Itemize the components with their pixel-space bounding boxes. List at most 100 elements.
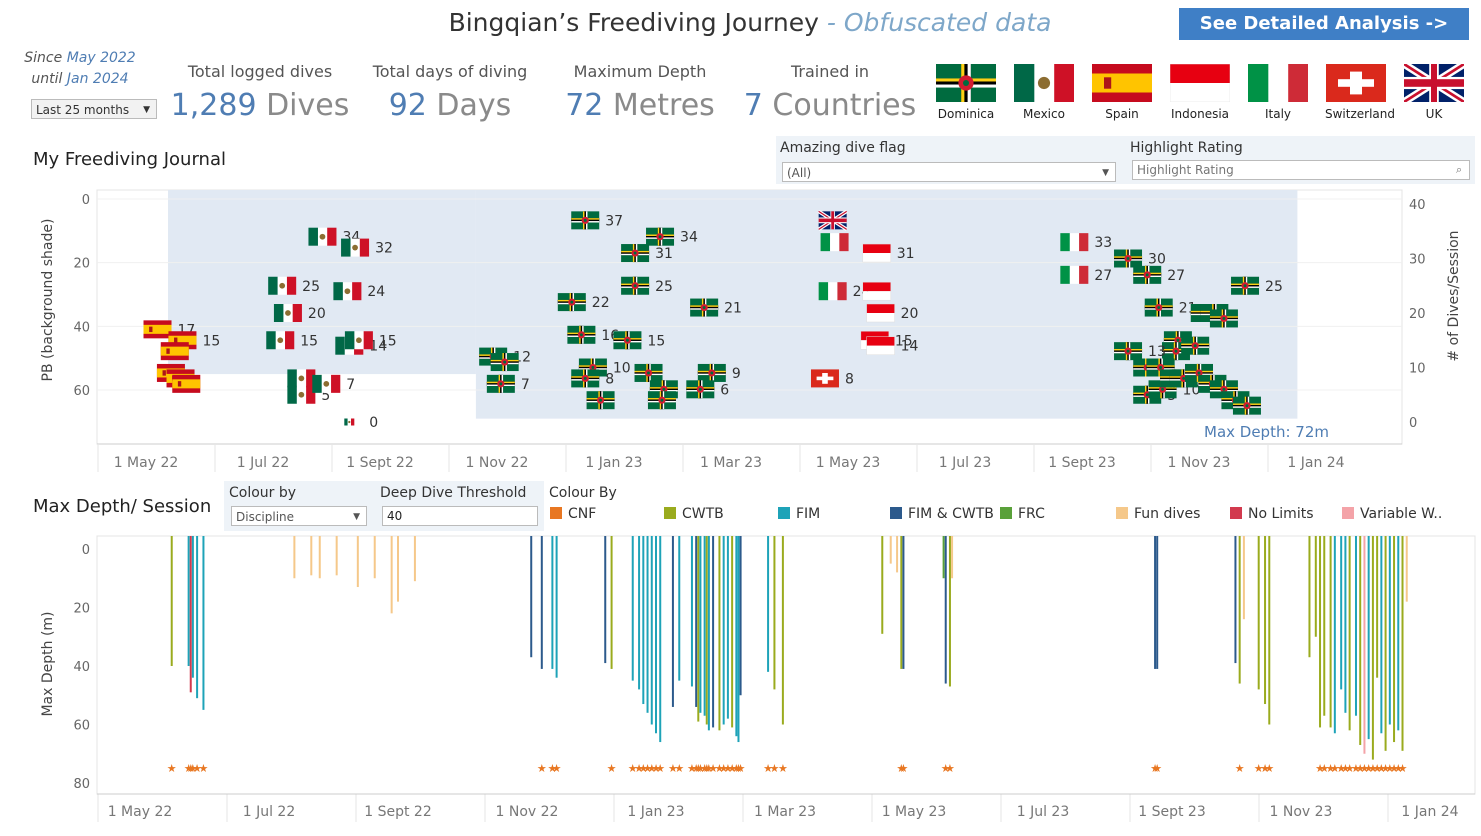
session-bar[interactable] xyxy=(1333,536,1336,734)
session-bar[interactable] xyxy=(170,536,173,666)
session-bar[interactable] xyxy=(642,536,645,705)
session-bar[interactable] xyxy=(540,536,543,669)
session-bar[interactable] xyxy=(1238,536,1241,684)
session-bar[interactable] xyxy=(638,536,641,690)
session-bar[interactable] xyxy=(659,536,662,743)
session-bar[interactable] xyxy=(707,536,710,731)
session-bar[interactable] xyxy=(944,536,947,684)
session-bar[interactable] xyxy=(1388,536,1391,725)
legend-item[interactable]: FRC xyxy=(1000,506,1045,522)
legend-item[interactable]: No Limits xyxy=(1230,506,1314,522)
session-bar[interactable] xyxy=(650,536,653,725)
session-bar[interactable] xyxy=(699,536,702,713)
session-bar[interactable] xyxy=(773,536,776,690)
session-bar[interactable] xyxy=(1308,536,1311,658)
session-bar[interactable] xyxy=(356,536,359,588)
session-bar[interactable] xyxy=(712,536,715,728)
session-bar[interactable] xyxy=(191,536,194,678)
session-bar[interactable] xyxy=(196,536,199,699)
session-bar[interactable] xyxy=(1344,536,1347,713)
session-bar[interactable] xyxy=(737,536,740,743)
session-bar[interactable] xyxy=(1401,536,1404,751)
session-bar[interactable] xyxy=(889,536,892,564)
session-bar[interactable] xyxy=(646,536,649,713)
session-bar[interactable] xyxy=(678,536,681,681)
session-bar[interactable] xyxy=(610,536,613,669)
session-bar[interactable] xyxy=(722,536,725,725)
session-bar[interactable] xyxy=(1348,536,1351,731)
session-bar[interactable] xyxy=(390,536,393,614)
session-bar[interactable] xyxy=(373,536,376,579)
session-bar[interactable] xyxy=(1319,536,1322,728)
session-bar[interactable] xyxy=(726,536,729,719)
amazing-dive-select[interactable]: (All) ▼ xyxy=(782,162,1116,182)
session-bar[interactable] xyxy=(1268,536,1271,725)
session-bar[interactable] xyxy=(1329,536,1332,728)
threshold-input[interactable] xyxy=(382,506,538,526)
session-bar[interactable] xyxy=(695,536,698,707)
session-bar[interactable] xyxy=(187,536,190,666)
session-bar[interactable] xyxy=(735,536,738,737)
session-bar[interactable] xyxy=(310,536,313,576)
session-bar[interactable] xyxy=(1393,536,1396,743)
legend-item[interactable]: CNF xyxy=(550,506,596,522)
session-bar[interactable] xyxy=(1359,536,1362,745)
session-bar[interactable] xyxy=(902,536,905,669)
session-bar[interactable] xyxy=(1257,536,1260,690)
session-bar[interactable] xyxy=(718,536,721,731)
legend-item[interactable]: FIM & CWTB xyxy=(890,506,994,522)
session-bar[interactable] xyxy=(767,536,770,672)
session-bar[interactable] xyxy=(1397,536,1400,731)
session-bar[interactable] xyxy=(1323,536,1326,716)
session-bar[interactable] xyxy=(655,536,657,734)
session-bar[interactable] xyxy=(1384,536,1387,751)
detailed-analysis-button[interactable]: See Detailed Analysis -> xyxy=(1179,8,1469,40)
highlight-rating-input[interactable] xyxy=(1132,160,1470,180)
session-bar[interactable] xyxy=(731,536,734,728)
date-range-select[interactable]: Last 25 months ▼ xyxy=(31,99,157,119)
session-bar[interactable] xyxy=(202,536,205,710)
session-bar[interactable] xyxy=(690,536,693,687)
legend-item[interactable]: Fun dives xyxy=(1116,506,1200,522)
session-bar[interactable] xyxy=(781,536,784,725)
session-bar[interactable] xyxy=(1367,536,1370,740)
session-bar[interactable] xyxy=(189,536,192,693)
session-bar[interactable] xyxy=(1380,536,1383,734)
session-bar[interactable] xyxy=(318,536,321,579)
session-bar[interactable] xyxy=(900,536,903,669)
session-bar[interactable] xyxy=(1405,536,1408,602)
session-bar[interactable] xyxy=(948,536,951,687)
session-bar[interactable] xyxy=(1314,536,1317,637)
session-bar[interactable] xyxy=(739,536,742,696)
session-bar[interactable] xyxy=(697,536,700,722)
session-bar[interactable] xyxy=(1234,536,1237,664)
session-bar[interactable] xyxy=(1354,536,1357,716)
session-bar[interactable] xyxy=(942,536,945,579)
session-bar[interactable] xyxy=(671,536,674,707)
session-bar[interactable] xyxy=(1376,536,1379,678)
legend-item[interactable]: Variable W.. xyxy=(1342,506,1442,522)
session-bar[interactable] xyxy=(1242,536,1245,620)
session-bar[interactable] xyxy=(413,536,416,582)
session-bar[interactable] xyxy=(1154,536,1157,669)
session-bar[interactable] xyxy=(293,536,296,579)
session-bar[interactable] xyxy=(1371,536,1374,760)
session-bar[interactable] xyxy=(896,536,899,573)
session-bar[interactable] xyxy=(1264,536,1267,705)
session-bar[interactable] xyxy=(530,536,533,658)
session-bar[interactable] xyxy=(555,536,558,678)
session-bar[interactable] xyxy=(631,536,634,681)
session-bar[interactable] xyxy=(703,536,706,716)
session-bar[interactable] xyxy=(397,536,399,602)
session-bar[interactable] xyxy=(335,536,338,576)
session-bar[interactable] xyxy=(1340,536,1343,690)
session-bar[interactable] xyxy=(705,536,708,725)
session-bar[interactable] xyxy=(881,536,884,634)
session-bar[interactable] xyxy=(1156,536,1159,669)
session-bar[interactable] xyxy=(604,536,607,664)
session-bar[interactable] xyxy=(551,536,554,669)
session-bar[interactable] xyxy=(951,536,954,579)
legend-item[interactable]: CWTB xyxy=(664,506,724,522)
session-bar[interactable] xyxy=(1363,536,1366,754)
legend-item[interactable]: FIM xyxy=(778,506,820,522)
